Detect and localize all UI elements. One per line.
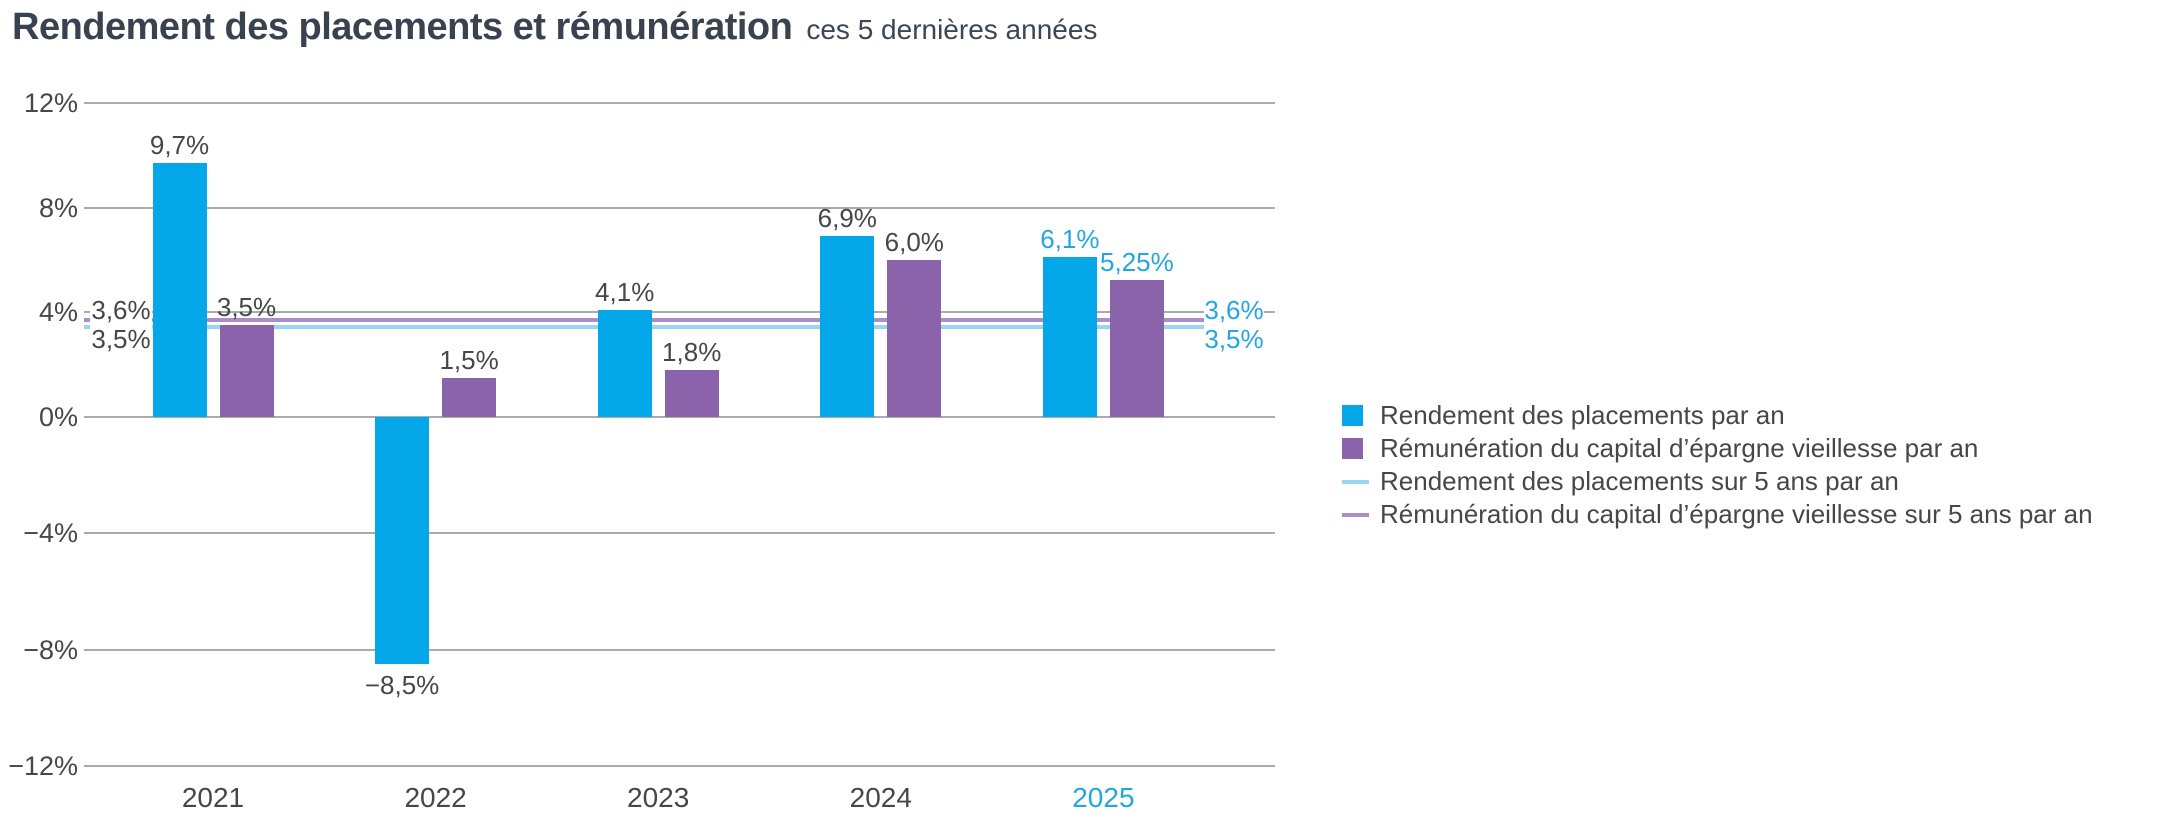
y-axis-tick-label: 8% bbox=[38, 192, 78, 223]
bar bbox=[1109, 279, 1164, 417]
legend-item-rendement-5-ans: Rendement des placements sur 5 ans par a… bbox=[1342, 466, 2093, 496]
y-axis-tick-label: 0% bbox=[38, 402, 78, 432]
x-axis-year-label: 2025 bbox=[1072, 782, 1135, 813]
bar-value-label: 6,9% bbox=[817, 203, 877, 234]
bar bbox=[820, 236, 875, 417]
bar bbox=[887, 259, 942, 417]
gridline bbox=[84, 311, 1275, 314]
y-axis-tick-label: −12% bbox=[8, 750, 78, 781]
bar bbox=[597, 309, 652, 417]
reference-line-value-label: 3,6% bbox=[1204, 295, 1264, 326]
y-axis-tick-label: −4% bbox=[23, 518, 78, 549]
bar-value-label: 4,1% bbox=[595, 276, 655, 307]
legend-item-rendement-par-an: Rendement des placements par an bbox=[1342, 400, 2093, 430]
bar bbox=[219, 325, 274, 417]
chart-subtitle: ces 5 dernières années bbox=[806, 14, 1098, 45]
blue-line-swatch-icon bbox=[1342, 479, 1369, 484]
y-axis-tick-label: 12% bbox=[23, 87, 78, 118]
gridline bbox=[84, 648, 1275, 651]
bar-value-label: 3,5% bbox=[216, 292, 277, 323]
legend-item-label: Rendement des placements sur 5 ans par a… bbox=[1380, 466, 1899, 496]
gridline bbox=[84, 101, 1275, 104]
x-axis-year-label: 2024 bbox=[849, 782, 912, 813]
blue-square-swatch-icon bbox=[1342, 405, 1363, 426]
bar-value-label: 9,7% bbox=[149, 130, 210, 161]
gridline bbox=[84, 532, 1275, 535]
legend-item-remuneration-par-an: Rémunération du capital d’épargne vieill… bbox=[1342, 433, 2093, 463]
chart-header: Rendement des placements et rémunération… bbox=[12, 6, 1097, 49]
bar bbox=[664, 369, 719, 417]
y-axis-tick-label: −8% bbox=[23, 634, 78, 665]
bar bbox=[1042, 257, 1097, 417]
bar-value-label: 1,5% bbox=[439, 344, 499, 375]
gridline bbox=[84, 764, 1275, 767]
chart-title: Rendement des placements et rémunération bbox=[12, 6, 793, 48]
bar-value-label: 1,8% bbox=[662, 336, 722, 367]
bar-value-label: 6,0% bbox=[884, 226, 944, 257]
gridline bbox=[84, 206, 1275, 209]
legend-item-label: Rendement des placements par an bbox=[1380, 400, 1785, 430]
purple-square-swatch-icon bbox=[1342, 438, 1363, 459]
chart-legend: Rendement des placements par an Rémunéra… bbox=[1342, 400, 2093, 529]
gridline bbox=[84, 416, 1275, 418]
bar-value-label: 6,1% bbox=[1040, 224, 1100, 255]
x-axis-year-label: 2021 bbox=[181, 782, 245, 813]
y-axis-tick-label: 4% bbox=[38, 297, 78, 328]
reference-line-value-label: 3,6% bbox=[90, 295, 152, 326]
bar bbox=[152, 163, 207, 417]
bar bbox=[375, 417, 430, 665]
legend-item-label: Rémunération du capital d’épargne vieill… bbox=[1380, 499, 2093, 529]
x-axis-year-label: 2023 bbox=[627, 782, 690, 813]
reference-line-value-label: 3,5% bbox=[90, 324, 152, 355]
bar bbox=[442, 377, 497, 417]
bar-value-label: 5,25% bbox=[1100, 246, 1174, 277]
purple-line-swatch-icon bbox=[1342, 512, 1369, 517]
legend-item-remuneration-5-ans: Rémunération du capital d’épargne vieill… bbox=[1342, 499, 2093, 529]
legend-item-label: Rémunération du capital d’épargne vieill… bbox=[1380, 433, 1979, 463]
reference-line-value-label: 3,5% bbox=[1204, 324, 1264, 355]
bar-value-label: −8,5% bbox=[364, 670, 440, 701]
x-axis-year-label: 2022 bbox=[404, 782, 467, 813]
